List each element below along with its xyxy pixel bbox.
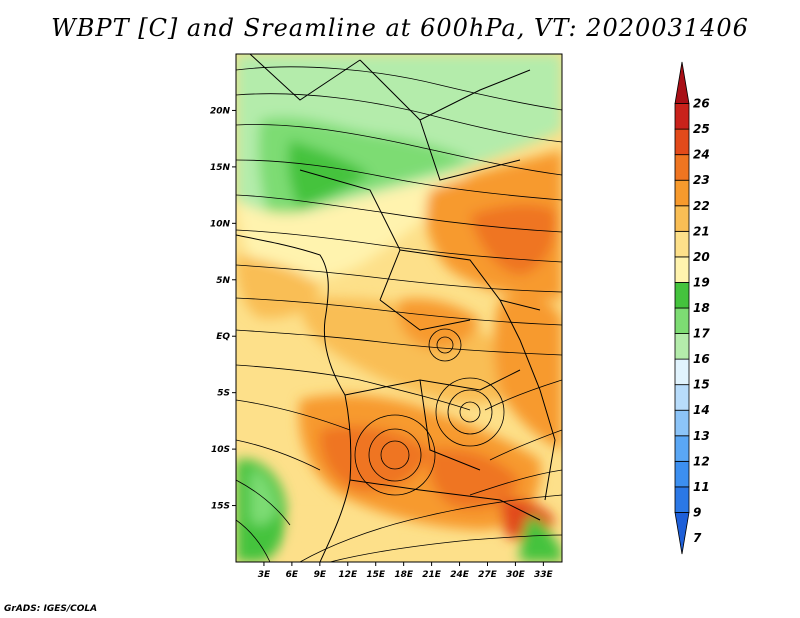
colorbar-swatch — [674, 128, 690, 156]
y-tick-label: 20N — [210, 106, 231, 116]
y-tick-label: 15N — [210, 163, 231, 173]
x-tick-label: 33E — [534, 570, 554, 580]
colorbar-label: 14 — [693, 403, 710, 417]
colorbar-label: 21 — [693, 224, 710, 238]
colorbar-swatch — [674, 154, 690, 181]
x-tick-label: 24E — [450, 570, 470, 580]
colorbar-swatch — [674, 358, 690, 386]
colorbar-label: 12 — [693, 454, 710, 468]
x-tick-label: 30E — [506, 570, 526, 580]
colorbar-label: 25 — [693, 122, 710, 136]
colorbar-swatch — [674, 103, 690, 130]
colorbar-swatch — [674, 486, 690, 513]
colorbar-swatch — [674, 384, 690, 411]
colorbar-label: 19 — [693, 275, 710, 289]
map-frame — [235, 53, 563, 563]
colorbar-label: 9 — [693, 505, 701, 519]
y-tick-label: 5S — [217, 389, 230, 399]
x-axis: 3E 6E 9E 12E 15E 18E 21E 24E 27E 30E 33E — [258, 562, 554, 580]
colorbar-label: 17 — [693, 327, 710, 341]
x-tick-label: 6E — [286, 570, 299, 580]
y-tick-label: 15S — [211, 502, 230, 512]
x-tick-label: 9E — [314, 570, 327, 580]
colorbar-swatch — [674, 61, 690, 104]
y-tick-label: 10N — [210, 219, 231, 229]
colorbar-swatch — [674, 307, 690, 334]
x-tick-label: 18E — [394, 570, 414, 580]
colorbar-label: 15 — [693, 378, 710, 392]
chart-title: WBPT [C] and Sreamline at 600hPa, VT: 20… — [51, 14, 749, 42]
colorbar-swatch — [674, 435, 690, 462]
colorbar-swatch — [674, 409, 690, 437]
colorbar-swatch — [674, 179, 690, 207]
colorbar-label: 18 — [693, 301, 710, 315]
x-tick-label: 15E — [366, 570, 386, 580]
y-axis: 20N 15N 10N 5N EQ 5S 10S 15S — [210, 106, 236, 512]
y-tick-label: 10S — [211, 445, 230, 455]
credit-text: GrADS: IGES/COLA — [4, 604, 98, 614]
colorbar-swatch — [674, 230, 690, 258]
country-borders — [236, 54, 556, 562]
colorbar-label: 26 — [693, 97, 710, 111]
colorbar-label: 20 — [693, 250, 710, 264]
colorbar-label: 22 — [693, 199, 710, 213]
x-tick-label: 27E — [478, 570, 498, 580]
colorbar-label: 24 — [693, 148, 710, 162]
colorbar-swatch — [674, 333, 690, 360]
x-tick-label: 12E — [338, 570, 358, 580]
colorbar-label: 7 — [693, 531, 702, 545]
x-tick-label: 21E — [422, 570, 442, 580]
colorbar-label: 11 — [693, 480, 710, 494]
streamlines — [236, 66, 562, 562]
colorbar-label: 23 — [693, 173, 710, 187]
colorbar-swatch — [674, 256, 690, 283]
colorbar-label: 16 — [693, 352, 710, 366]
colorbar-label: 13 — [693, 429, 710, 443]
y-tick-label: EQ — [216, 332, 230, 342]
colorbar-swatch — [674, 282, 690, 309]
x-tick-label: 3E — [258, 570, 271, 580]
y-tick-label: 5N — [216, 276, 230, 286]
colorbar-swatch — [674, 460, 690, 488]
temperature-field — [236, 54, 562, 562]
colorbar-swatch — [674, 205, 690, 232]
colorbar: 7 9 11 12 13 14 15 16 17 18 19 20 21 22 23 24 25 26 — [674, 61, 710, 555]
colorbar-swatch — [674, 512, 690, 555]
